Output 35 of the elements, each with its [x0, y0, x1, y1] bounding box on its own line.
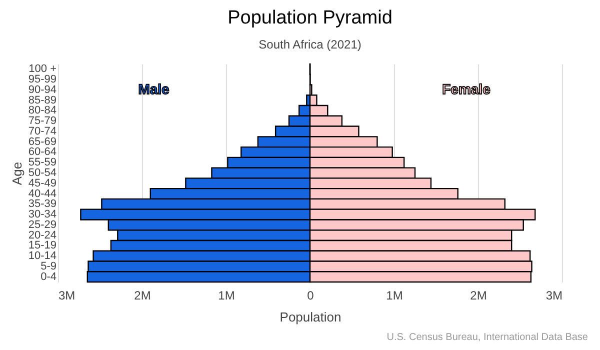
y-tick-label: 100 + — [28, 63, 56, 76]
x-tick-label: 3M — [546, 288, 562, 302]
text: U.S. Census Bureau, International Data Base — [386, 332, 588, 343]
chart-subtitle: South Africa (2021) — [258, 38, 362, 52]
y-tick-label: 75-79 — [28, 115, 56, 128]
x-tick-label: 1M — [218, 288, 235, 302]
y-tick-label: 20-24 — [28, 229, 56, 242]
x-tick-label: 2M — [134, 288, 151, 302]
y-tick-label: 55-59 — [28, 156, 56, 169]
x-tick-label: 3M — [58, 288, 76, 302]
y-tick-label: 60-64 — [28, 146, 56, 158]
y-tick-label: 35-39 — [28, 198, 56, 210]
x-tick-label: 0 — [307, 288, 314, 302]
y-tick-label: 80-84 — [28, 104, 56, 117]
y-tick-label: 45-49 — [28, 177, 56, 190]
y-tick-label: 90-94 — [28, 84, 56, 96]
chart-title: Population Pyramid — [228, 8, 392, 29]
text: Male — [138, 80, 170, 97]
y-tick-label: 25-29 — [28, 218, 56, 231]
y-tick-label: 95-99 — [28, 74, 56, 86]
x-tick-label: 1M — [386, 288, 403, 302]
y-tick-label: 10-14 — [28, 250, 56, 262]
y-tick-label: 70-74 — [28, 125, 56, 138]
y-tick-label: 40-44 — [28, 188, 56, 200]
y-tick-label: 0-4 — [40, 270, 56, 283]
y-tick-label: 65-69 — [28, 136, 56, 148]
y-tick-label: 85-89 — [28, 94, 56, 106]
y-tick-label: 30-34 — [28, 208, 56, 221]
y-tick-label: 50-54 — [28, 167, 56, 179]
x-tick-label: 2M — [470, 288, 487, 302]
x-axis-title: Population — [280, 310, 342, 324]
y-axis-title: Age — [9, 162, 24, 186]
text: Female — [442, 80, 491, 97]
y-tick-label: 5-9 — [40, 260, 56, 272]
y-tick-label: 15-19 — [28, 240, 56, 252]
